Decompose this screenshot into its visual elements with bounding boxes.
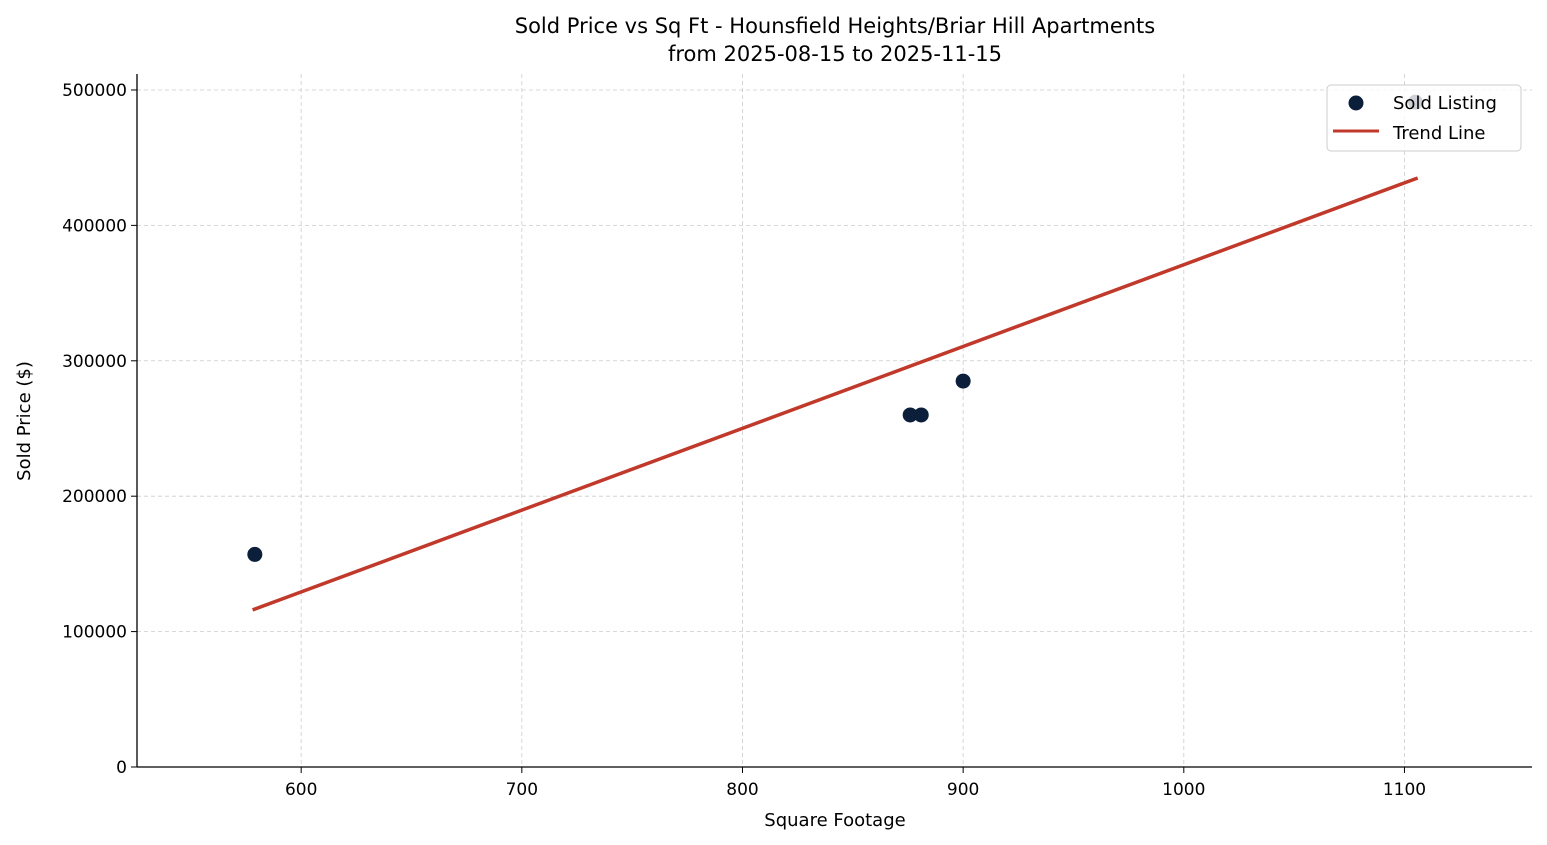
chart-subtitle: from 2025-08-15 to 2025-11-15 [668, 42, 1002, 66]
y-tick-label: 0 [116, 758, 127, 778]
grid [137, 74, 1532, 768]
legend-marker-sold-listing [1348, 95, 1364, 111]
ticks: 600 700 800 900 1000 1100 0 100000 200000 300000 4… [62, 81, 1426, 800]
x-tick-label: 1100 [1383, 780, 1426, 800]
legend: Sold Listing Trend Line [1326, 84, 1522, 152]
data-point [913, 407, 929, 423]
x-tick-label: 1000 [1162, 780, 1205, 800]
marks [247, 94, 1423, 612]
y-tick-label: 500000 [62, 81, 127, 101]
data-point [902, 407, 918, 423]
legend-box [1326, 84, 1522, 152]
y-tick-label: 300000 [62, 352, 127, 372]
legend-label-trend-line: Trend Line [1392, 123, 1486, 144]
x-tick-label: 600 [285, 780, 317, 800]
y-axis-label: Sold Price ($) [14, 361, 35, 481]
y-tick-label: 100000 [62, 623, 127, 643]
x-tick-label: 900 [947, 780, 979, 800]
x-tick-label: 800 [726, 780, 758, 800]
y-tick-label: 200000 [62, 487, 127, 507]
y-tick-label: 400000 [62, 216, 127, 236]
trend-line [252, 176, 1419, 612]
x-axis-label: Square Footage [764, 810, 905, 831]
x-tick-label: 700 [506, 780, 538, 800]
data-point [247, 546, 263, 562]
legend-label-sold-listing: Sold Listing [1393, 93, 1497, 114]
data-point [955, 373, 971, 389]
chart-title: Sold Price vs Sq Ft - Hounsfield Heights… [515, 14, 1155, 38]
